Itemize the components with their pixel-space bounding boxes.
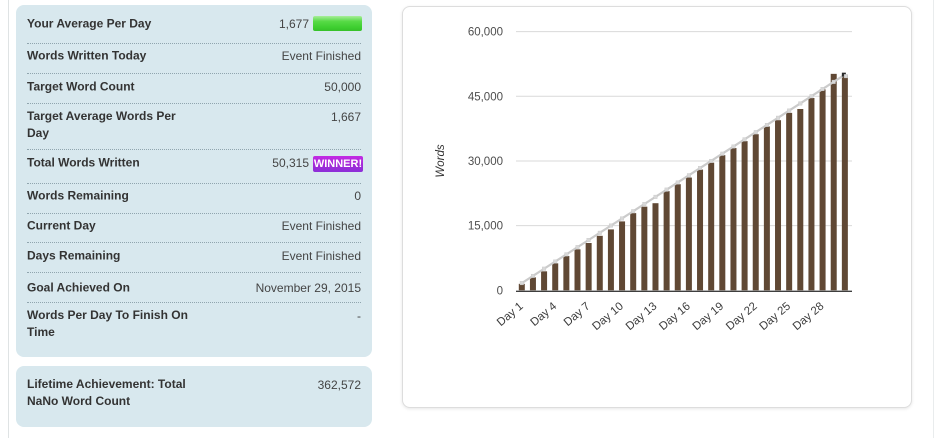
svg-text:0: 0 [497,285,503,297]
svg-text:Words: Words [435,144,447,177]
svg-text:60,000: 60,000 [468,27,503,39]
svg-text:Day 1: Day 1 [495,300,526,329]
svg-text:Day 4: Day 4 [528,300,559,329]
svg-text:Day 28: Day 28 [791,300,827,333]
svg-text:Day 10: Day 10 [590,300,626,333]
svg-text:45,000: 45,000 [468,91,503,103]
svg-text:Day 13: Day 13 [624,300,660,333]
svg-text:Day 22: Day 22 [724,300,760,333]
svg-text:15,000: 15,000 [468,221,503,233]
svg-text:Day 16: Day 16 [657,300,693,333]
svg-text:30,000: 30,000 [468,156,503,168]
svg-text:Day 7: Day 7 [562,300,593,329]
svg-text:Day 25: Day 25 [757,300,793,333]
svg-text:Day 19: Day 19 [691,300,727,333]
